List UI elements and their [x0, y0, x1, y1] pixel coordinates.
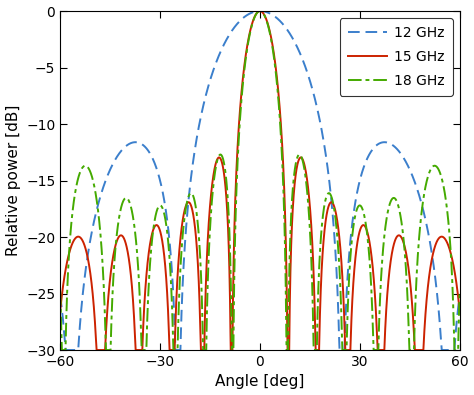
18 GHz: [57, 289, 63, 294]
12 GHz: [375, 142, 381, 147]
18 GHz: [354, 209, 359, 213]
12 GHz: [311, 93, 317, 98]
12 GHz: [63, 348, 68, 352]
12 GHz: [354, 194, 359, 198]
18 GHz: [311, 348, 317, 352]
Line: 12 GHz: 12 GHz: [60, 11, 460, 350]
15 GHz: [457, 308, 463, 313]
15 GHz: [202, 318, 208, 322]
12 GHz: [202, 97, 208, 102]
12 GHz: [257, 9, 263, 13]
15 GHz: [294, 166, 300, 171]
15 GHz: [354, 247, 359, 252]
18 GHz: [457, 289, 463, 294]
18 GHz: [375, 348, 381, 352]
12 GHz: [78, 318, 83, 322]
18 GHz: [257, 9, 263, 13]
Line: 15 GHz: 15 GHz: [60, 11, 460, 350]
12 GHz: [457, 293, 463, 298]
X-axis label: Angle [deg]: Angle [deg]: [215, 374, 305, 389]
18 GHz: [78, 169, 83, 174]
15 GHz: [77, 235, 83, 240]
Legend: 12 GHz, 15 GHz, 18 GHz: 12 GHz, 15 GHz, 18 GHz: [339, 18, 453, 96]
15 GHz: [311, 285, 317, 290]
15 GHz: [375, 348, 381, 352]
18 GHz: [202, 348, 208, 352]
15 GHz: [57, 308, 63, 313]
Y-axis label: Relative power [dB]: Relative power [dB]: [6, 105, 20, 256]
12 GHz: [294, 43, 300, 48]
Line: 18 GHz: 18 GHz: [60, 11, 460, 350]
12 GHz: [57, 293, 63, 298]
15 GHz: [257, 9, 263, 13]
18 GHz: [59, 348, 64, 352]
18 GHz: [294, 157, 300, 162]
15 GHz: [94, 348, 100, 352]
